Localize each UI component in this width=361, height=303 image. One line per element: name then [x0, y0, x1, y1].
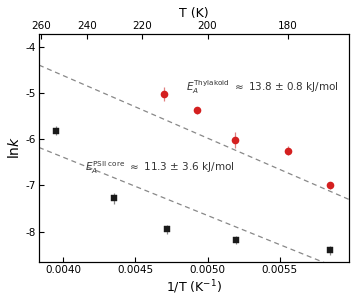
X-axis label: 1/T (K$^{-1}$): 1/T (K$^{-1}$) [166, 279, 222, 296]
Text: $E_A^{\mathrm{PSII\ core}}$ $\approx$ 11.3 $\pm$ 3.6 kJ/mol: $E_A^{\mathrm{PSII\ core}}$ $\approx$ 11… [85, 159, 235, 176]
X-axis label: T (K): T (K) [179, 7, 209, 20]
Text: $E_A^{\mathrm{Thylakoid}}$ $\approx$ 13.8 $\pm$ 0.8 kJ/mol: $E_A^{\mathrm{Thylakoid}}$ $\approx$ 13.… [186, 78, 339, 96]
Y-axis label: ln$k$: ln$k$ [6, 136, 22, 159]
